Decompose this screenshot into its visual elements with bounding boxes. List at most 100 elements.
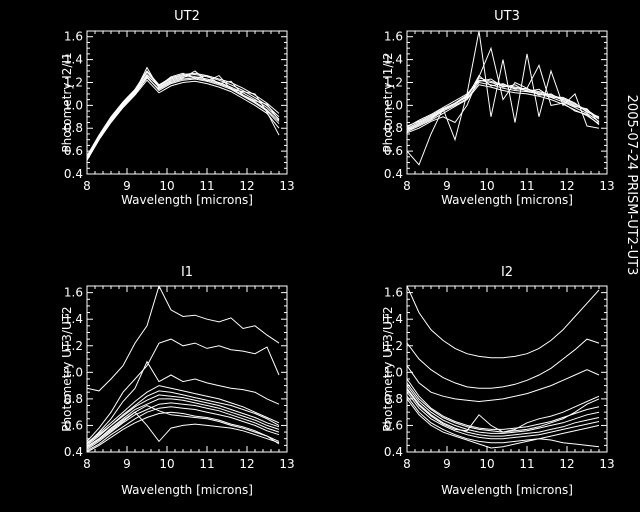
x-tick-label: 10 — [159, 457, 174, 471]
series-line — [87, 402, 280, 450]
y-tick-label: 1.2 — [384, 339, 403, 353]
panel-ut2: UT2 Wavelength [microns] Photometry I2/I… — [60, 9, 295, 207]
y-tick-label: 1.4 — [64, 312, 83, 326]
series-line — [87, 360, 280, 445]
plot-frame — [86, 285, 288, 453]
series-line — [87, 411, 280, 452]
series-line — [87, 394, 280, 446]
series-line — [87, 385, 280, 444]
series-line — [407, 78, 600, 128]
series-line — [407, 46, 600, 134]
y-tick-label: 0.8 — [384, 121, 403, 135]
x-tick-label: 10 — [479, 457, 494, 471]
panel-i1: I1 Wavelength [microns] Photometry UT3/U… — [60, 265, 295, 497]
series-line — [407, 365, 600, 403]
x-tick-label: 8 — [83, 457, 91, 471]
series-line — [407, 387, 600, 437]
series-line — [407, 338, 600, 389]
x-tick-label: 11 — [519, 457, 534, 471]
y-axis-label: Photometry I1/I2 — [381, 52, 395, 152]
x-tick-label: 9 — [443, 179, 451, 193]
series-line — [87, 404, 280, 449]
series-line — [87, 338, 280, 442]
panel-title: I1 — [181, 265, 193, 280]
x-axis-label: Wavelength [microns] — [121, 193, 253, 207]
x-tick-label: 12 — [559, 179, 574, 193]
y-tick-label: 0.6 — [64, 144, 83, 158]
x-tick-label: 10 — [479, 179, 494, 193]
panel-title: UT2 — [174, 9, 200, 24]
y-tick-label: 1.6 — [64, 286, 83, 300]
y-tick-label: 0.8 — [64, 392, 83, 406]
series-line — [87, 72, 280, 159]
series-line — [407, 395, 600, 444]
series-line — [87, 286, 280, 392]
y-tick-label: 0.8 — [384, 392, 403, 406]
plot-frame — [86, 30, 288, 175]
plot-frame — [406, 30, 608, 175]
x-tick-label: 9 — [123, 457, 131, 471]
y-tick-label: 1.4 — [384, 312, 403, 326]
series-group — [87, 66, 280, 161]
y-tick-label: 0.4 — [64, 167, 83, 181]
y-tick-label: 1.6 — [384, 30, 403, 44]
x-tick-label: 9 — [443, 457, 451, 471]
series-line — [87, 79, 280, 161]
y-tick-label: 1.0 — [64, 365, 83, 379]
x-tick-label: 11 — [519, 179, 534, 193]
y-tick-label: 1.2 — [64, 339, 83, 353]
x-axis-label: Wavelength [microns] — [441, 483, 573, 497]
x-tick-label: 10 — [159, 179, 174, 193]
x-tick-label: 8 — [403, 457, 411, 471]
side-label: 2005-07-24 PRISM-UT2-UT3 — [624, 95, 639, 276]
y-axis-label: Photometry UT3/UT2 — [60, 306, 74, 431]
x-tick-label: 9 — [123, 179, 131, 193]
series-line — [407, 286, 600, 359]
panel-title: I2 — [501, 265, 513, 280]
series-line — [87, 390, 280, 445]
x-tick-label: 13 — [599, 179, 614, 193]
series-line — [87, 70, 280, 156]
y-axis-label: Photometry I2/I1 — [60, 52, 74, 152]
x-tick-label: 13 — [279, 457, 294, 471]
series-line — [407, 77, 600, 127]
x-tick-label: 12 — [239, 457, 254, 471]
series-line — [407, 391, 600, 440]
x-axis-label: Wavelength [microns] — [121, 483, 253, 497]
x-tick-label: 8 — [403, 179, 411, 193]
x-tick-label: 12 — [559, 457, 574, 471]
y-tick-label: 0.4 — [384, 445, 403, 459]
y-tick-label: 1.2 — [384, 75, 403, 89]
panel-title: UT3 — [494, 9, 520, 24]
y-tick-label: 1.6 — [384, 286, 403, 300]
series-group — [87, 286, 280, 452]
series-line — [87, 406, 280, 452]
series-group — [407, 286, 600, 449]
series-line — [407, 398, 600, 449]
x-tick-label: 11 — [199, 457, 214, 471]
y-tick-label: 1.6 — [64, 30, 83, 44]
series-line — [407, 31, 600, 166]
y-tick-label: 0.4 — [384, 167, 403, 181]
series-line — [407, 385, 600, 434]
y-tick-label: 0.4 — [64, 445, 83, 459]
plot-frame — [406, 285, 608, 453]
x-tick-label: 11 — [199, 179, 214, 193]
series-group — [407, 31, 600, 166]
y-tick-label: 0.6 — [384, 144, 403, 158]
series-line — [407, 74, 600, 130]
y-tick-label: 0.8 — [64, 121, 83, 135]
y-tick-label: 1.0 — [384, 365, 403, 379]
x-tick-label: 12 — [239, 179, 254, 193]
y-tick-label: 1.0 — [64, 98, 83, 112]
series-line — [407, 81, 600, 131]
panel-ut3: UT3 Wavelength [microns] Photometry I1/I… — [381, 9, 615, 207]
y-tick-label: 1.2 — [64, 75, 83, 89]
y-tick-label: 0.6 — [384, 418, 403, 432]
y-tick-label: 1.4 — [384, 53, 403, 67]
series-line — [407, 389, 600, 433]
x-tick-label: 13 — [279, 179, 294, 193]
x-axis-label: Wavelength [microns] — [441, 193, 573, 207]
x-tick-label: 8 — [83, 179, 91, 193]
